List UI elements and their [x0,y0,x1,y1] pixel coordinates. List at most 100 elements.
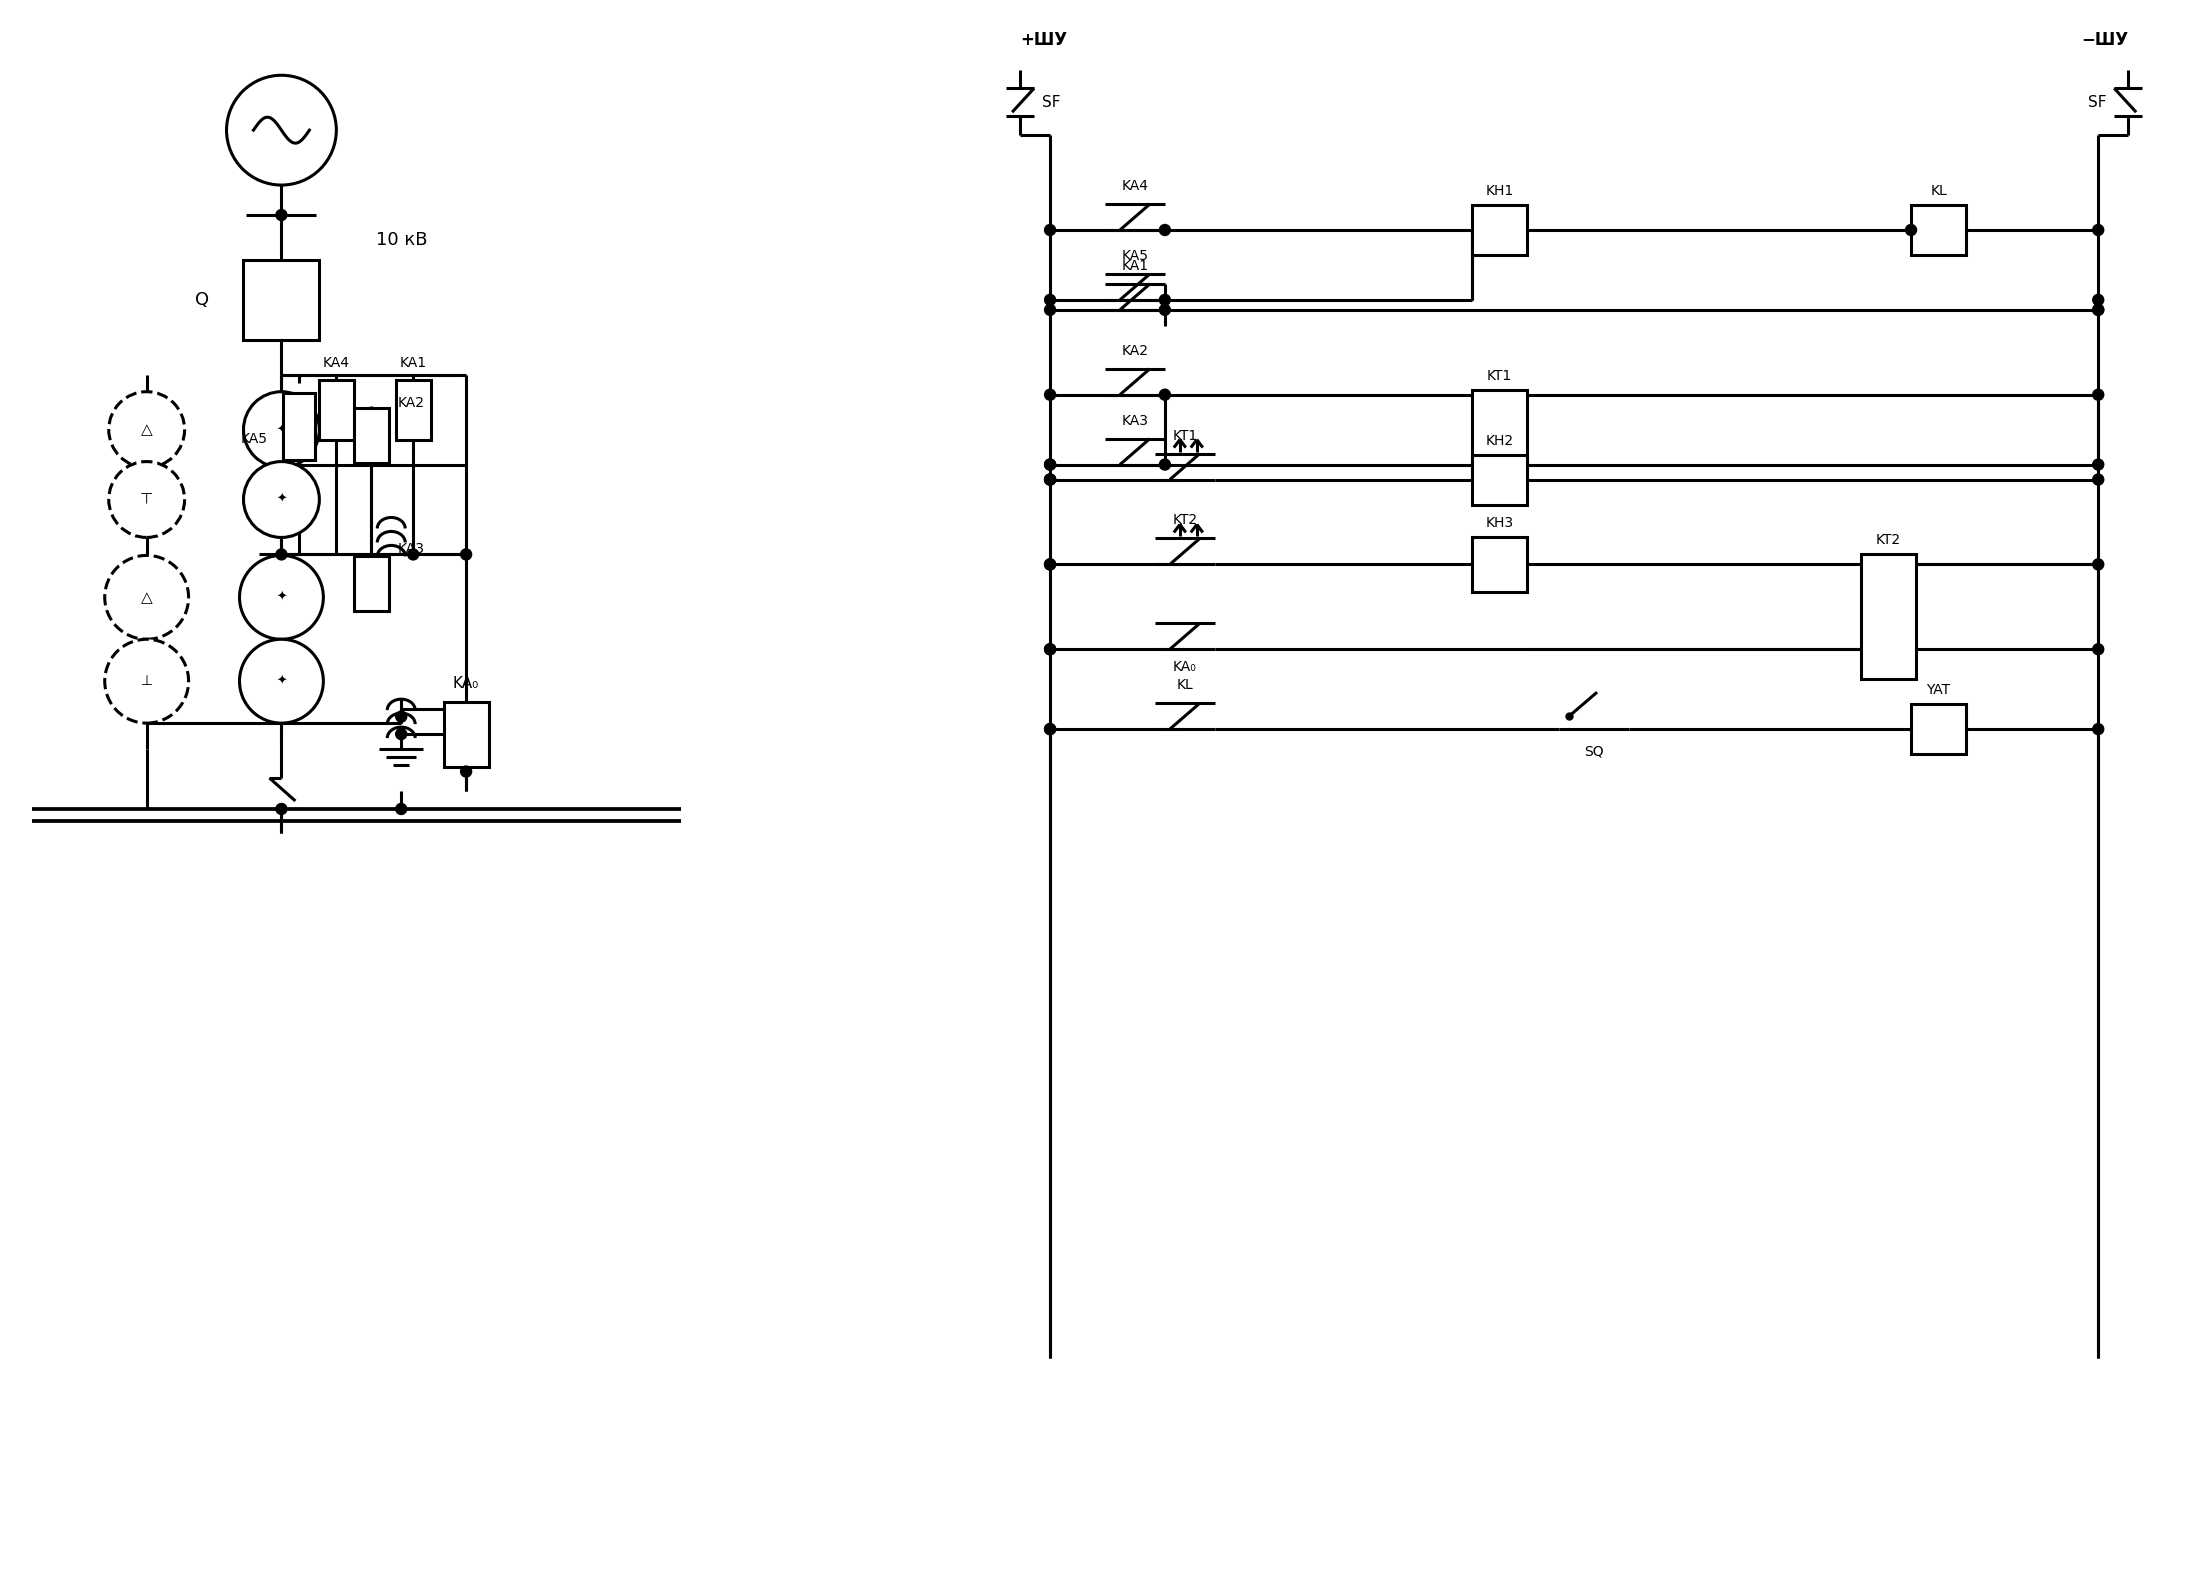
Circle shape [2092,224,2103,235]
Text: KA1: KA1 [400,355,426,369]
Circle shape [1159,224,1170,235]
Text: KA2: KA2 [1121,344,1148,358]
Circle shape [409,549,420,561]
Bar [243,261,319,339]
Circle shape [396,711,407,722]
Text: ✦: ✦ [275,591,286,603]
Text: KT1: KT1 [1486,369,1513,382]
Text: Q: Q [195,291,210,309]
Circle shape [1045,224,1056,235]
Text: KA₀: KA₀ [1174,660,1196,674]
Circle shape [243,461,319,537]
Text: ⊥: ⊥ [140,674,153,688]
Text: KA4: KA4 [1121,178,1148,193]
Bar [1911,704,1965,755]
Bar [444,701,487,766]
Text: KH1: KH1 [1484,185,1513,197]
Circle shape [1045,294,1056,305]
Circle shape [240,556,324,639]
Circle shape [2092,559,2103,570]
Circle shape [1045,644,1056,655]
Text: −ШУ: −ШУ [2081,32,2129,49]
Circle shape [396,804,407,815]
Circle shape [1159,294,1170,305]
Circle shape [1045,388,1056,399]
Bar [1471,205,1526,254]
Text: KA5: KA5 [1121,249,1148,264]
Circle shape [243,392,319,467]
Text: KT2: KT2 [1172,513,1198,527]
Bar [1911,205,1965,254]
Circle shape [240,639,324,723]
Text: KA1: KA1 [1121,259,1148,273]
Circle shape [1045,305,1056,316]
Circle shape [105,639,188,723]
Bar [319,379,354,439]
Text: 10 кВ: 10 кВ [376,231,428,249]
Text: KA2: KA2 [398,396,424,409]
Circle shape [2092,305,2103,316]
Text: ✦: ✦ [275,674,286,688]
Bar [284,418,315,459]
Bar [1471,390,1526,469]
Text: KT1: KT1 [1172,428,1198,442]
Circle shape [1045,474,1056,485]
Circle shape [1045,459,1056,471]
Text: KL: KL [1930,185,1948,197]
Circle shape [227,76,337,185]
Text: KA3: KA3 [1121,414,1148,428]
Text: ✦: ✦ [275,493,286,505]
Text: KL: KL [1176,679,1194,692]
Text: SF: SF [1043,95,1060,109]
Text: KA4: KA4 [324,355,350,369]
Text: KT2: KT2 [1876,534,1902,548]
Circle shape [2092,388,2103,399]
Bar [1860,554,1917,679]
Bar [396,379,431,439]
Text: YAT: YAT [1926,684,1950,698]
Text: KA₀: KA₀ [453,676,479,692]
Circle shape [1045,559,1056,570]
Bar [354,556,389,611]
Circle shape [2092,644,2103,655]
Circle shape [1045,644,1056,655]
Circle shape [396,728,407,739]
Circle shape [109,392,184,467]
Text: SF: SF [2088,95,2107,109]
Circle shape [1906,224,1917,235]
Circle shape [461,766,472,777]
Text: SQ: SQ [1585,744,1605,758]
Circle shape [461,549,472,561]
Bar [1471,455,1526,505]
Circle shape [105,556,188,639]
Circle shape [1045,723,1056,734]
Circle shape [2092,474,2103,485]
Text: KH2: KH2 [1484,434,1513,447]
Circle shape [1045,559,1056,570]
Circle shape [2092,305,2103,316]
Text: KH3: KH3 [1484,516,1513,531]
Circle shape [2092,723,2103,734]
Circle shape [2092,459,2103,471]
Bar [354,407,389,463]
Circle shape [1159,388,1170,399]
Circle shape [1045,474,1056,485]
Circle shape [109,461,184,537]
Text: △: △ [140,422,153,437]
Text: +ШУ: +ШУ [1021,32,1067,49]
Circle shape [2092,294,2103,305]
Text: KA3: KA3 [398,543,424,556]
Text: ✦: ✦ [275,423,286,436]
Circle shape [1045,459,1056,471]
Circle shape [275,549,286,561]
Bar [284,393,315,459]
Bar [1471,537,1526,592]
Circle shape [1045,474,1056,485]
Circle shape [1159,305,1170,316]
Circle shape [275,210,286,221]
Circle shape [1159,459,1170,471]
Text: △: △ [140,591,153,605]
Text: ⊤: ⊤ [140,493,153,507]
Text: KA5: KA5 [240,431,267,445]
Circle shape [1045,723,1056,734]
